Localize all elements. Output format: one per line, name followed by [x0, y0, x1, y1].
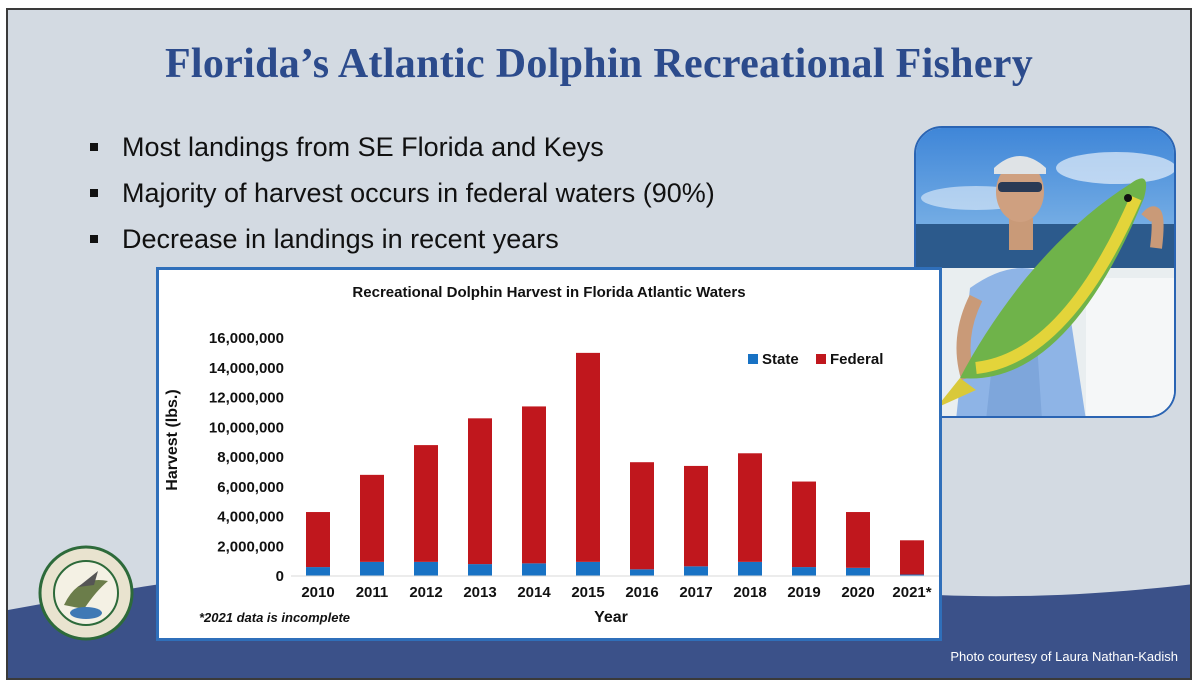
x-axis-label: Year	[594, 609, 628, 626]
bar-state-2015	[576, 561, 600, 576]
bar-state-2019	[792, 567, 816, 576]
bar-federal-2012	[414, 445, 438, 562]
chart-title: Recreational Dolphin Harvest in Florida …	[352, 284, 745, 301]
bar-federal-2011	[360, 474, 384, 562]
y-tick-label: 4,000,000	[217, 509, 284, 526]
chart-footnote: *2021 data is incomplete	[199, 610, 350, 625]
bar-federal-2016	[630, 462, 654, 570]
bar-state-2017	[684, 566, 708, 576]
chart-container: Recreational Dolphin Harvest in Florida …	[156, 267, 942, 641]
bullet-list: Most landings from SE Florida and Keys M…	[88, 124, 715, 262]
x-tick-label: 2019	[787, 584, 820, 601]
y-axis-ticks: 0 2,000,000 4,000,000 6,000,000 8,000,000 10,…	[209, 330, 284, 585]
y-axis-label: Harvest (lbs.)	[164, 389, 181, 490]
y-tick-label: 8,000,000	[217, 449, 284, 466]
bar-state-2014	[522, 563, 546, 576]
y-tick-label: 2,000,000	[217, 538, 284, 555]
harvest-bar-chart: Recreational Dolphin Harvest in Florida …	[164, 284, 939, 626]
bar-federal-2014	[522, 406, 546, 564]
x-tick-label: 2012	[409, 584, 442, 601]
slide-title: Florida’s Atlantic Dolphin Recreational …	[164, 41, 1034, 87]
bar-federal-2019	[792, 481, 816, 568]
fwc-logo	[38, 545, 134, 641]
x-tick-label: 2018	[733, 584, 766, 601]
bar-state-2016	[630, 569, 654, 576]
x-tick-label: 2016	[625, 584, 658, 601]
angler-photo	[914, 126, 1176, 418]
slide: Florida’s Atlantic Dolphin Recreational …	[6, 8, 1192, 680]
legend-state-label: State	[762, 351, 799, 368]
x-tick-label: 2015	[571, 584, 604, 601]
bar-federal-2018	[738, 453, 762, 562]
x-tick-label: 2017	[679, 584, 712, 601]
x-tick-label: 2011	[356, 584, 389, 601]
x-tick-label: 2020	[841, 584, 874, 601]
x-axis-ticks: 2010 2011 2012 2013 2014 2015 2016 2017 2018 2019…	[301, 584, 931, 601]
x-tick-label: 2021*	[892, 584, 931, 601]
legend-state-swatch	[748, 354, 758, 364]
y-tick-label: 16,000,000	[209, 330, 284, 347]
bar-state-2020	[846, 567, 870, 576]
bar-federal-2020	[846, 512, 870, 568]
bar-state-2021	[900, 574, 924, 576]
legend-federal-label: Federal	[830, 351, 883, 368]
bar-state-2011	[360, 561, 384, 576]
bars	[306, 352, 924, 576]
bar-federal-2013	[468, 418, 492, 565]
y-tick-label: 0	[276, 568, 284, 585]
x-tick-label: 2014	[517, 584, 551, 601]
bar-federal-2021	[900, 540, 924, 575]
x-tick-label: 2013	[463, 584, 496, 601]
x-tick-label: 2010	[301, 584, 334, 601]
bullet-item: Majority of harvest occurs in federal wa…	[88, 170, 715, 216]
bullet-item: Most landings from SE Florida and Keys	[88, 124, 715, 170]
y-tick-label: 10,000,000	[209, 419, 284, 436]
chart-legend: State Federal	[748, 351, 883, 368]
y-tick-label: 12,000,000	[209, 390, 284, 407]
bar-federal-2015	[576, 352, 600, 562]
photo-credit: Photo courtesy of Laura Nathan-Kadish	[950, 649, 1178, 664]
y-tick-label: 6,000,000	[217, 479, 284, 496]
bar-federal-2010	[306, 512, 330, 568]
y-tick-label: 14,000,000	[209, 360, 284, 377]
bar-state-2012	[414, 561, 438, 576]
angler-photo-illustration	[916, 128, 1174, 416]
bar-state-2010	[306, 567, 330, 576]
bar-state-2018	[738, 561, 762, 576]
bar-federal-2017	[684, 465, 708, 567]
bar-state-2013	[468, 564, 492, 576]
bullet-item: Decrease in landings in recent years	[88, 216, 715, 262]
legend-federal-swatch	[816, 354, 826, 364]
